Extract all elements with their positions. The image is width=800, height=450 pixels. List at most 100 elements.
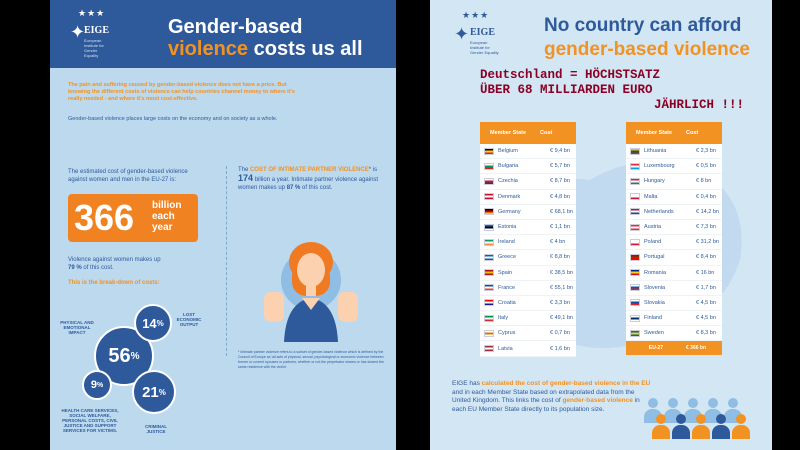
left-header: ★★★ ✦ EIGE European Institute for Gender… [50, 0, 396, 68]
person-icon [732, 414, 750, 439]
member-state-name: Ireland [498, 239, 515, 246]
member-state-name: Slovenia [644, 284, 666, 291]
member-state-name: Sweden [644, 330, 664, 337]
member-state-cost: € 2,3 bn [696, 148, 716, 155]
circle-14: 14% [134, 304, 172, 342]
member-state-cost: € 68,1 bn [550, 208, 573, 215]
member-state-cost: € 4 bn [550, 239, 566, 246]
woman-illustration [264, 242, 358, 342]
table-row: Hungary € 8 bn [626, 174, 722, 190]
left-title: Gender-based violence costs us all [168, 16, 363, 60]
member-state-name: Spain [498, 269, 513, 276]
logo-subtitle: European Institute for Gender Equality [84, 38, 104, 58]
flag-icon [484, 314, 494, 322]
member-state-cost: € 8,7 bn [550, 178, 570, 185]
member-state-name: Greece [498, 254, 517, 261]
table-row: Czechia € 8,7 bn [480, 174, 576, 190]
flag-icon [630, 162, 640, 170]
member-state-cost: € 8 bn [696, 178, 712, 185]
member-state-cost: € 14,2 bn [696, 208, 719, 215]
member-state-cost: € 0,7 bn [550, 330, 570, 337]
member-state-name: Belgium [498, 148, 518, 155]
flag-icon [630, 299, 640, 307]
table-row: France € 55,1 bn [480, 281, 576, 296]
member-state-name: Slovakia [644, 299, 665, 306]
table-row: Estonia € 1,1 bn [480, 220, 576, 236]
flag-icon [484, 223, 494, 231]
member-state-cost: € 1,6 bn [550, 345, 570, 352]
ipv-amount: 174 [238, 173, 254, 183]
table-row: Latvia € 1,6 bn [480, 341, 576, 357]
member-state-name: Estonia [498, 224, 517, 231]
flag-icon [630, 253, 640, 261]
flag-icon [484, 208, 494, 216]
table-row: Ireland € 4 bn [480, 235, 576, 251]
flag-icon [630, 177, 640, 185]
right-title-line2: gender-based violence [544, 39, 750, 60]
table-row: Sweden € 8,3 bn [626, 326, 722, 342]
flag-icon [484, 147, 494, 155]
flag-icon [630, 269, 640, 277]
circle-21: 21% [132, 370, 176, 414]
table-total-row: EU-27 € 366 bn [626, 341, 722, 356]
right-title: No country can afford gender-based viole… [544, 14, 768, 62]
member-state-name: Denmark [498, 193, 521, 200]
member-state-name: Lithuania [644, 148, 667, 155]
right-footer-text: EIGE has calculated the cost of gender-b… [452, 380, 651, 413]
member-state-name: Romania [644, 269, 667, 276]
person-icon [712, 414, 730, 439]
table-row: Lithuania € 2,3 bn [626, 144, 722, 160]
ipv-footnote: * Intimate partner violence refers to a … [238, 350, 384, 369]
people-illustration [644, 378, 764, 439]
flag-icon [484, 193, 494, 201]
member-state-cost: € 0,5 bn [696, 163, 716, 170]
member-state-cost: € 16 bn [696, 269, 715, 276]
flag-icon [484, 238, 494, 246]
table-row: Austria € 7,3 bn [626, 220, 722, 236]
member-state-cost: € 5,7 bn [550, 163, 570, 170]
member-state-cost: € 55,1 bn [550, 284, 573, 291]
member-state-cost: € 49,1 bn [550, 315, 573, 322]
member-state-cost: € 9,4 bn [550, 148, 570, 155]
member-state-name: Portugal [644, 254, 665, 261]
stars-icon: ★★★ [462, 10, 490, 20]
flag-icon [630, 193, 640, 201]
flag-icon [484, 269, 494, 277]
figure-icon: ✦ [70, 22, 86, 42]
person-icon [652, 414, 670, 439]
flag-icon [484, 299, 494, 307]
ipv-highlight: COST OF INTIMATE PARTNER VIOLENCE [250, 167, 369, 173]
member-state-cost: € 4,8 bn [550, 193, 570, 200]
figure-icon: ✦ [454, 24, 470, 44]
logo-text: EIGE [84, 25, 110, 36]
ipv-text: The COST OF INTIMATE PARTNER VIOLENCE* i… [238, 167, 379, 191]
member-state-name: Bulgaria [498, 163, 519, 170]
member-state-cost: € 7,3 bn [696, 224, 716, 231]
breakdown-heading: This is the break-down of costs: [68, 280, 160, 286]
table-row: Portugal € 8,4 bn [626, 250, 722, 266]
intro-text-blue: Gender-based violence places large costs… [68, 116, 278, 122]
eige-logo: ★★★ ✦ EIGE European Institute for Gender… [64, 8, 114, 60]
flag-icon [484, 253, 494, 261]
flag-icon [630, 208, 640, 216]
table-row: Belgium € 9,4 bn [480, 144, 576, 160]
divider [226, 166, 227, 356]
total-value: € 366 bn [686, 345, 707, 352]
left-title-rest: costs us all [248, 38, 363, 60]
total-label: EU-27 [648, 345, 664, 352]
ipv-percent: 87 % [286, 185, 301, 191]
table-row: Germany € 68,1 bn [480, 205, 576, 220]
intro-text-orange: The pain and suffering caused by gender-… [68, 82, 295, 102]
label-health-care: HEALTH CARE SERVICES, SOCIAL WELFARE, PE… [61, 408, 119, 433]
flag-icon [630, 223, 640, 231]
total-cost-number: 366 [74, 197, 135, 238]
table-row: Greece € 8,8 bn [480, 250, 576, 266]
label-physical: PHYSICAL AND EMOTIONAL IMPACT [60, 320, 94, 335]
flag-icon [484, 345, 494, 353]
member-state-name: Czechia [498, 178, 518, 185]
member-state-cost: € 31,2 bn [696, 239, 719, 246]
table-row: Croatia € 3,3 bn [480, 296, 576, 312]
member-state-name: Luxembourg [644, 163, 675, 170]
flag-icon [484, 329, 494, 337]
overlay-line3: JÄHRLICH !!! [653, 98, 744, 112]
